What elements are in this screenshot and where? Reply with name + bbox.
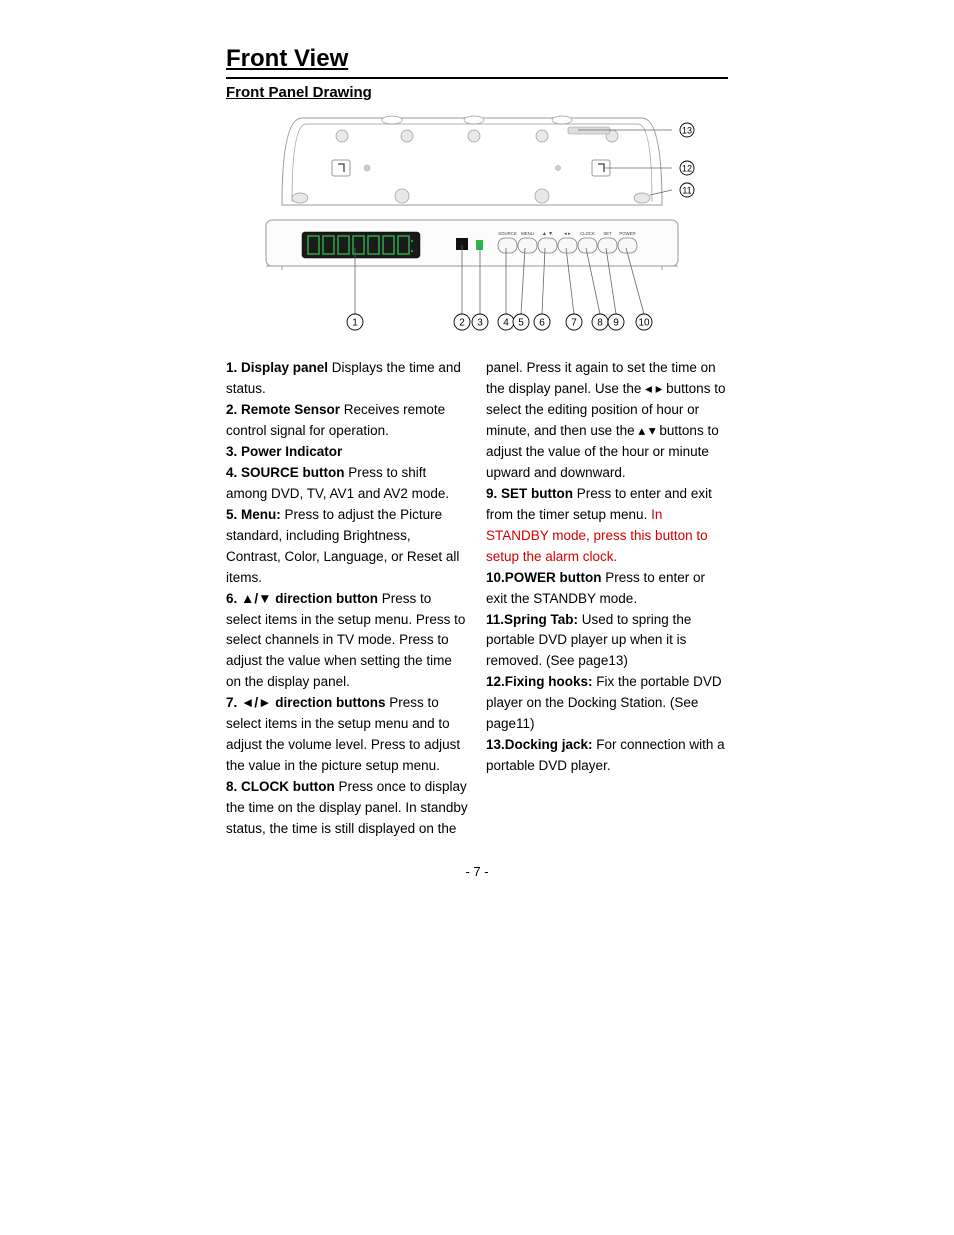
svg-text:10: 10 [638,318,650,329]
desc-item: 2. Remote Sensor Receives remote control… [226,400,468,442]
svg-text:13: 13 [682,126,692,136]
svg-text:SOURCE: SOURCE [498,231,517,236]
svg-text:7: 7 [571,318,577,329]
svg-text:6: 6 [539,318,545,329]
left-column: 1. Display panel Displays the time and s… [226,358,468,839]
svg-text:11: 11 [682,186,691,196]
desc-item-label: 10.POWER button [486,570,602,585]
desc-item: 4. SOURCE button Press to shift among DV… [226,463,468,505]
desc-item: 8. CLOCK button Press once to display th… [226,777,468,840]
desc-item: 9. SET button Press to enter and exit fr… [486,484,728,568]
desc-item-label: 12.Fixing hooks: [486,674,593,689]
front-panel-drawing: SOURCEMENU▲ ▼◂ ▸CLOCKSETPOWER13121112345… [226,110,728,340]
svg-text:◂ ▸: ◂ ▸ [564,231,571,237]
description-columns: 1. Display panel Displays the time and s… [226,358,728,839]
desc-item-label: 5. Menu: [226,507,281,522]
desc-item: 13.Docking jack: For connection with a p… [486,735,728,777]
svg-text:POWER: POWER [619,231,635,236]
desc-item-label: 11.Spring Tab: [486,612,578,627]
svg-text:▲ ▼: ▲ ▼ [542,231,553,237]
svg-text:2: 2 [459,318,465,329]
desc-item: 11.Spring Tab: Used to spring the portab… [486,610,728,673]
svg-text:3: 3 [477,318,483,329]
desc-item: 10.POWER button Press to enter or exit t… [486,568,728,610]
svg-text:5: 5 [518,318,524,329]
desc-item-label: 13.Docking jack: [486,737,593,752]
right-col-continuation: panel. Press it again to set the time on… [486,358,728,484]
desc-item-label: 9. SET button [486,486,573,501]
subtitle: Front Panel Drawing [226,81,728,104]
page-title: Front View [226,40,728,79]
svg-text:9: 9 [613,318,619,329]
svg-text:CLOCK: CLOCK [580,231,595,236]
desc-item-label: 3. Power Indicator [226,444,342,459]
desc-item-label: 6. ▲/▼ direction button [226,591,378,606]
desc-item-label: 2. Remote Sensor [226,402,340,417]
desc-item: 6. ▲/▼ direction button Press to select … [226,589,468,694]
desc-item-label: 8. CLOCK button [226,779,335,794]
svg-text:1: 1 [352,318,358,329]
desc-item-label: 4. SOURCE button [226,465,345,480]
svg-text:8: 8 [597,318,603,329]
desc-item: 1. Display panel Displays the time and s… [226,358,468,400]
right-column: panel. Press it again to set the time on… [486,358,728,839]
desc-item-label: 7. ◄/► direction buttons [226,695,385,710]
desc-item-label: 1. Display panel [226,360,328,375]
desc-item: 5. Menu: Press to adjust the Picture sta… [226,505,468,589]
page-number: - 7 - [226,862,728,882]
svg-text:SET: SET [603,231,612,236]
drawing-svg: SOURCEMENU▲ ▼◂ ▸CLOCKSETPOWER13121112345… [242,110,712,340]
desc-item: 12.Fixing hooks: Fix the portable DVD pl… [486,672,728,735]
desc-item: 7. ◄/► direction buttons Press to select… [226,693,468,777]
svg-text:4: 4 [503,318,509,329]
desc-item: 3. Power Indicator [226,442,468,463]
svg-text:MENU: MENU [521,231,534,236]
svg-text:12: 12 [682,164,692,174]
